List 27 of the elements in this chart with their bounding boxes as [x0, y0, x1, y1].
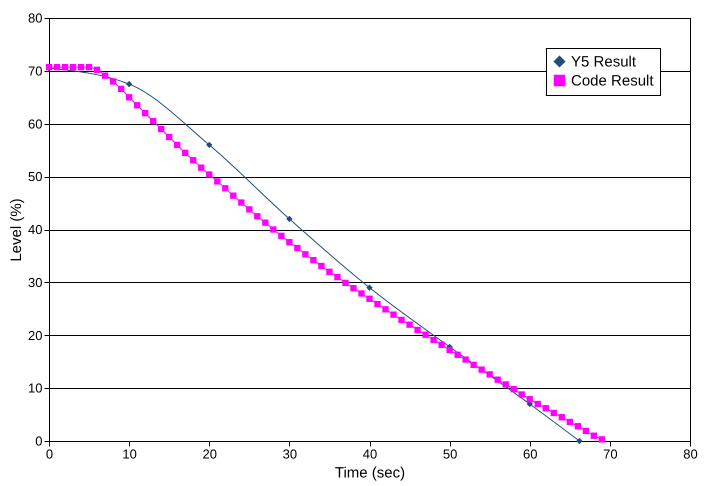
y-tick-label: 80 [28, 10, 42, 26]
y-tick-label: 20 [28, 328, 42, 343]
x-tick-label: 50 [442, 446, 458, 462]
point [286, 216, 293, 222]
y-tick-label: 30 [28, 274, 42, 290]
x-tick-label: 10 [122, 446, 137, 462]
y-axis-title: Level (%) [8, 198, 26, 262]
point [126, 80, 132, 88]
x-tick-label: 60 [523, 446, 538, 462]
legend-label: Y5 Result [571, 54, 637, 70]
x-tick-label: 80 [683, 446, 698, 462]
x-tick-label: 30 [282, 446, 298, 462]
point [366, 284, 373, 291]
x-tick-label: 0 [46, 446, 54, 462]
x-tick-label: 40 [362, 446, 378, 462]
x-axis-title: Time (sec) [334, 464, 406, 482]
legend-label: Code Result [571, 72, 654, 90]
y-tick-label: 60 [28, 116, 42, 132]
point [576, 438, 583, 444]
y-tick-label: 70 [28, 63, 42, 78]
y-tick-label: 40 [28, 222, 42, 237]
y-tick-label: 10 [28, 380, 42, 396]
y-tick-label: 0 [35, 434, 42, 448]
x-tick-label: 70 [603, 446, 618, 462]
y-tick-label: 50 [28, 169, 42, 184]
x-tick-label: 20 [202, 446, 217, 462]
point [206, 142, 212, 148]
